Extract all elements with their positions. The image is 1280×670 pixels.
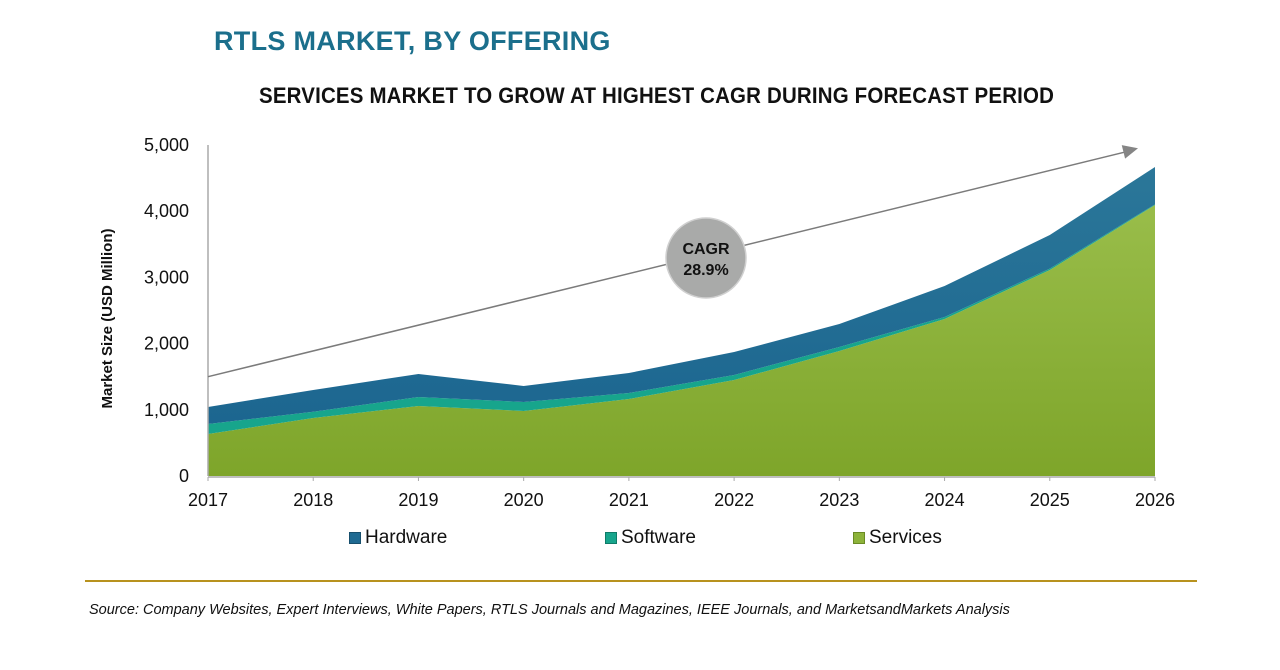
y-tick-label: 1,000 xyxy=(144,400,189,420)
chart-title: RTLS MARKET, BY OFFERING xyxy=(214,26,611,56)
x-tick-label: 2018 xyxy=(293,490,333,510)
x-tick-label: 2025 xyxy=(1030,490,1070,510)
x-axis-ticks xyxy=(207,477,1156,481)
area-services xyxy=(208,204,1155,476)
legend-swatch-hardware xyxy=(349,532,361,544)
x-tick-label: 2024 xyxy=(925,490,965,510)
y-tick-label: 2,000 xyxy=(144,334,189,354)
legend-label-software: Software xyxy=(621,527,696,548)
legend-label-hardware: Hardware xyxy=(365,527,448,548)
y-axis-label: Market Size (USD Million) xyxy=(99,228,116,408)
y-tick-label: 3,000 xyxy=(144,267,189,287)
x-tick-label: 2023 xyxy=(819,490,859,510)
cagr-label: CAGR xyxy=(682,241,730,258)
x-tick-label: 2019 xyxy=(398,490,438,510)
y-tick-label: 5,000 xyxy=(144,135,189,155)
legend-item-software: Software xyxy=(605,527,696,549)
x-tick-label: 2022 xyxy=(714,490,754,510)
x-tick-label: 2026 xyxy=(1135,490,1175,510)
footer-divider xyxy=(85,580,1197,582)
x-tick-label: 2017 xyxy=(188,490,228,510)
y-tick-label: 0 xyxy=(179,466,189,486)
legend-item-services: Services xyxy=(853,527,942,549)
y-tick-label: 4,000 xyxy=(144,201,189,221)
source-note: Source: Company Websites, Expert Intervi… xyxy=(89,602,1010,618)
x-axis-tick-labels: 2017 2018 2019 2020 2021 2022 2023 2024 2025 2026 xyxy=(188,490,1175,510)
legend-swatch-services xyxy=(853,532,865,544)
chart-subtitle: SERVICES MARKET TO GROW AT HIGHEST CAGR … xyxy=(259,83,1055,108)
y-axis-tick-labels: 0 1,000 2,000 3,000 4,000 5,000 xyxy=(144,135,189,486)
area-hardware xyxy=(208,166,1155,425)
legend-label-services: Services xyxy=(869,527,942,548)
cagr-bubble: CAGR 28.9% xyxy=(665,217,747,299)
x-tick-label: 2020 xyxy=(504,490,544,510)
cagr-bubble-circle xyxy=(665,217,747,299)
area-layers xyxy=(208,166,1155,476)
area-software xyxy=(208,204,1155,435)
legend-item-hardware: Hardware xyxy=(349,527,447,549)
arrow-head-icon xyxy=(1121,145,1138,159)
x-tick-label: 2021 xyxy=(609,490,649,510)
legend-swatch-software xyxy=(605,532,617,544)
cagr-value: 28.9% xyxy=(683,262,728,279)
